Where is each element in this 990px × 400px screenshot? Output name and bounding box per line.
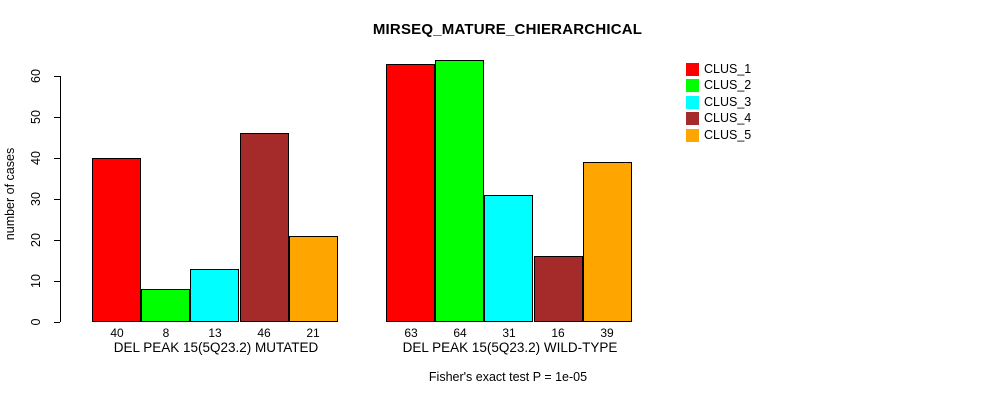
bar-clus_1	[386, 64, 435, 322]
bar-clus_2	[435, 60, 484, 322]
y-tick-mark	[54, 158, 60, 159]
bar-clus_2	[141, 289, 190, 322]
legend-swatch	[686, 129, 699, 142]
legend-swatch	[686, 79, 699, 92]
y-axis-line	[60, 76, 61, 322]
bar-clus_4	[534, 256, 583, 322]
bar-value-label: 13	[208, 326, 222, 340]
legend-swatch	[686, 96, 699, 109]
bar-value-label: 46	[257, 326, 271, 340]
y-tick-label: 0	[29, 318, 43, 326]
y-tick-label: 10	[29, 274, 43, 288]
bar-value-label: 63	[404, 326, 418, 340]
legend-label: CLUS_3	[704, 95, 752, 109]
chart-title: MIRSEQ_MATURE_CHIERARCHICAL	[372, 21, 643, 38]
bar-value-label: 39	[600, 326, 614, 340]
bar-value-label: 21	[306, 326, 320, 340]
y-tick-mark	[54, 240, 60, 241]
bar-clus_3	[484, 195, 533, 322]
bar-clus_3	[190, 269, 239, 322]
bar-clus_4	[240, 133, 289, 322]
group-label: DEL PEAK 15(5Q23.2) MUTATED	[113, 340, 319, 355]
y-tick-label: 40	[29, 151, 43, 165]
legend-swatch	[686, 112, 699, 125]
y-tick-label: 50	[29, 110, 43, 124]
legend-swatch	[686, 63, 699, 76]
bar-clus_5	[583, 162, 632, 322]
y-tick-mark	[54, 76, 60, 77]
legend-label: CLUS_4	[704, 111, 752, 125]
y-tick-label: 20	[29, 233, 43, 247]
bar-value-label: 31	[502, 326, 516, 340]
bar-value-label: 16	[551, 326, 565, 340]
y-tick-label: 60	[29, 69, 43, 83]
y-tick-label: 30	[29, 192, 43, 206]
y-tick-mark	[54, 322, 60, 323]
y-tick-mark	[54, 199, 60, 200]
group-label: DEL PEAK 15(5Q23.2) WILD-TYPE	[402, 340, 618, 355]
legend-label: CLUS_5	[704, 128, 752, 142]
footnote: Fisher's exact test P = 1e-05	[428, 370, 588, 384]
bar-clus_1	[92, 158, 141, 322]
y-axis-label: number of cases	[3, 147, 17, 241]
y-tick-mark	[54, 117, 60, 118]
legend-label: CLUS_1	[704, 62, 752, 76]
bar-value-label: 64	[453, 326, 467, 340]
y-tick-mark	[54, 281, 60, 282]
bar-value-label: 8	[162, 326, 170, 340]
legend-label: CLUS_2	[704, 78, 752, 92]
bar-clus_5	[289, 236, 338, 322]
bar-value-label: 40	[110, 326, 124, 340]
